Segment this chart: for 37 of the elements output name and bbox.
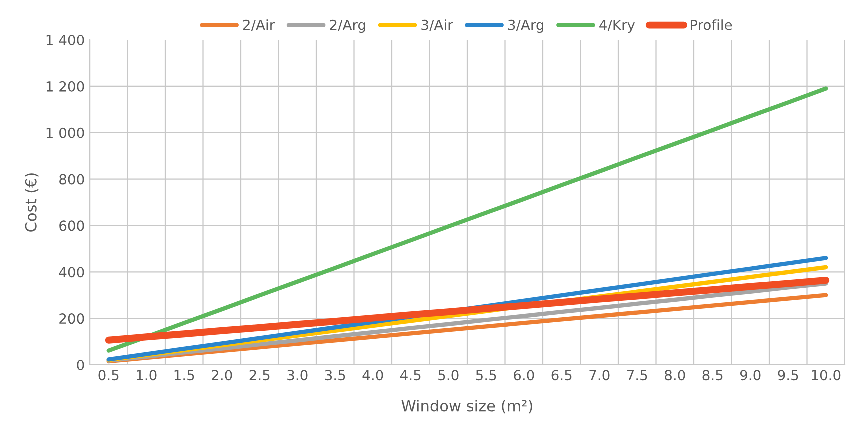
- x-tick-label: 4.5: [400, 370, 421, 381]
- legend-label: 2/Arg: [330, 20, 366, 34]
- y-tick-label: 600: [60, 220, 84, 232]
- x-tick-label: 4.0: [362, 370, 384, 381]
- y-axis-title: Cost (€): [25, 174, 39, 232]
- x-tick-label: 10.0: [812, 370, 841, 381]
- y-tick-label: 200: [60, 314, 84, 324]
- x-tick-label: 8.5: [702, 370, 723, 381]
- x-tick-label: 0.5: [98, 370, 119, 381]
- line-series: [106, 86, 828, 353]
- y-tick-label: 400: [59, 267, 84, 278]
- x-tick-label: 7.0: [590, 370, 610, 381]
- x-tick-label: 2.5: [250, 370, 270, 381]
- y-tick-label: 1 200: [46, 81, 84, 92]
- x-tick-label: 9.0: [740, 370, 761, 381]
- x-tick-label: 7.5: [627, 370, 648, 381]
- legend-label: 4/Kry: [600, 20, 636, 34]
- x-tick-label: 9.5: [778, 370, 798, 381]
- x-tick-label: 1.0: [137, 370, 157, 381]
- x-tick-label: 1.5: [174, 370, 194, 381]
- x-tick-label: 5.5: [476, 370, 496, 381]
- legend-label: Profile: [690, 20, 732, 30]
- x-tick-label: 3.0: [288, 370, 308, 381]
- x-tick-label: 6.0: [514, 370, 534, 381]
- y-tick-label: 1 400: [46, 34, 84, 46]
- y-tick-label: 1 000: [46, 128, 84, 138]
- legend-label: 3/Arg: [508, 20, 544, 34]
- x-tick-label: 6.5: [552, 370, 572, 381]
- x-tick-label: 3.5: [325, 370, 346, 381]
- x-tick-label: 2.0: [212, 370, 232, 381]
- legend-label: 3/Air: [422, 20, 454, 32]
- y-tick-label: 800: [60, 174, 84, 185]
- x-tick-label: 5.0: [438, 370, 459, 381]
- legend-label: 2/Air: [243, 20, 276, 32]
- y-tick-label: 0: [77, 360, 84, 370]
- x-tick-label: 8.0: [665, 370, 686, 381]
- x-axis-title: Window size (m²): [402, 400, 532, 414]
